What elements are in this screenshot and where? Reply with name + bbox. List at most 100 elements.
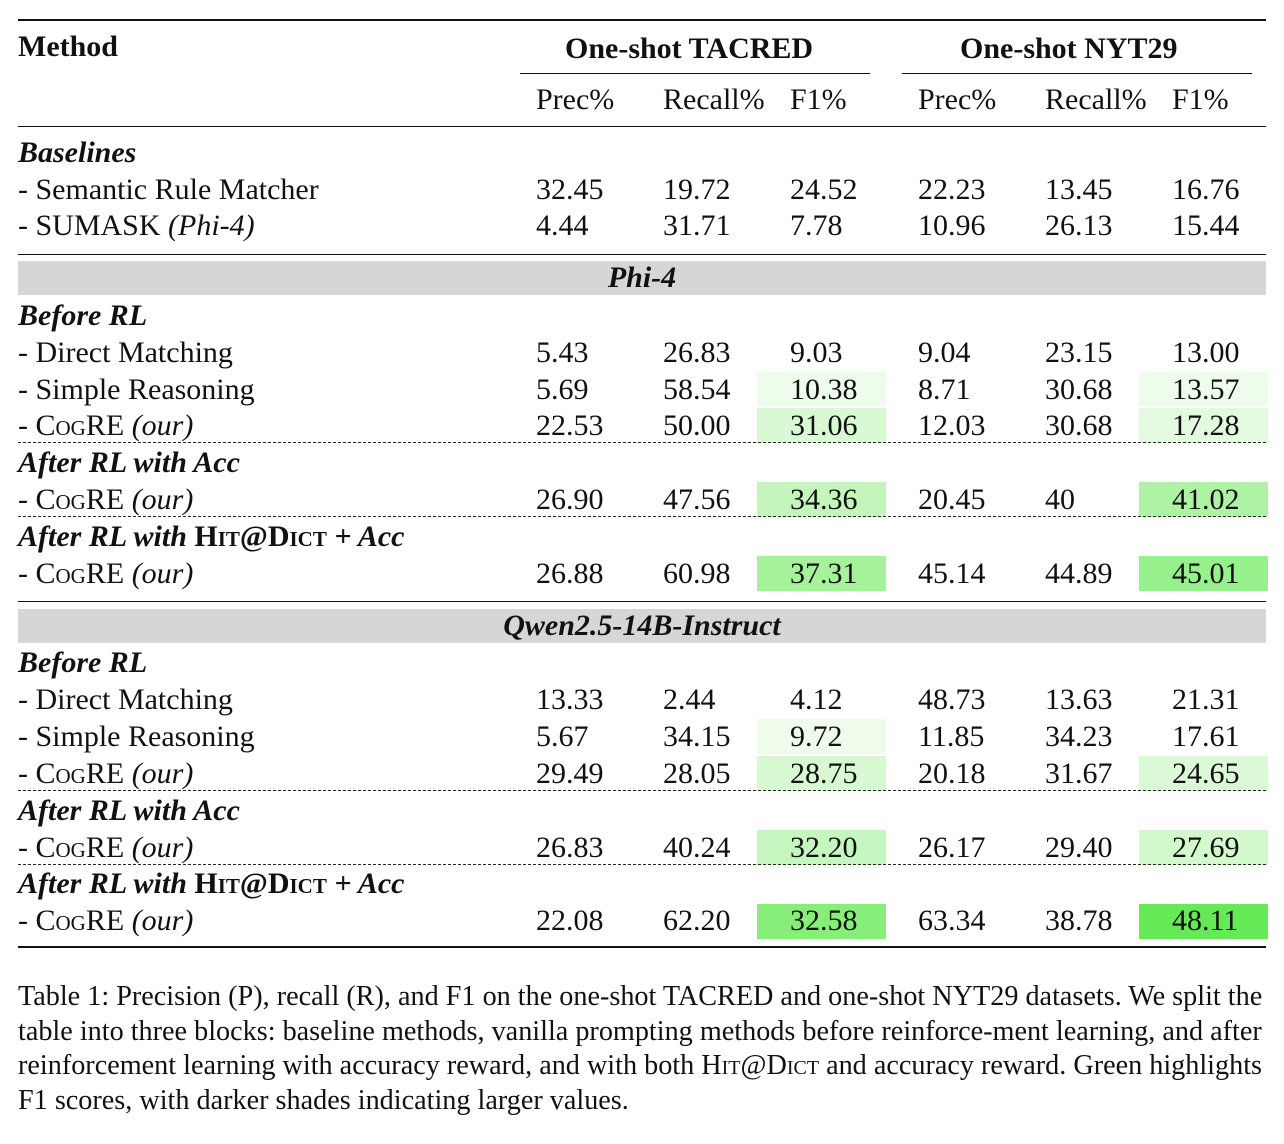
tacred-recall-cell: 19.72 — [663, 173, 731, 206]
row-label: - SUMASK (Phi-4) — [18, 208, 255, 244]
tacred-f1-cell: 34.36 — [790, 483, 858, 516]
f1-highlight — [757, 904, 886, 939]
tacred-prec-cell: 13.33 — [536, 683, 604, 716]
nyt-prec-cell: 63.34 — [918, 904, 986, 937]
phi4-after-rl-hit-title: After RL with Hit@Dict + Acc — [18, 519, 404, 555]
tacred-recall-cell: 31.71 — [663, 209, 731, 242]
nyt-f1-cell: 24.65 — [1172, 757, 1240, 790]
row-label-prefix: - — [18, 904, 36, 937]
tacred-recall-cell: 58.54 — [663, 373, 731, 406]
method-suffix: (our) — [131, 557, 194, 590]
f1-highlight — [757, 371, 886, 406]
tacred-f1-cell: 32.20 — [790, 831, 858, 864]
dashed-separator — [18, 516, 1266, 517]
method-suffix: (our) — [131, 831, 194, 864]
row-label: - CogRE (our) — [18, 830, 193, 866]
dashed-separator — [18, 442, 1266, 443]
nyt-prec-cell: 11.85 — [918, 720, 985, 753]
row-label-prefix: - — [18, 409, 36, 442]
caption-hit-dict: Hit@Dict — [701, 1050, 820, 1081]
method-name: CogRE — [35, 557, 125, 590]
tacred-f1-cell: 7.78 — [790, 209, 843, 242]
caption-text: and accuracy reward. Green highlights F1… — [18, 1050, 1263, 1116]
phi4-section-band — [18, 261, 1266, 295]
title-part: After RL with — [18, 520, 195, 553]
method-suffix: (our) — [131, 409, 194, 442]
nyt-recall-cell: 38.78 — [1045, 904, 1113, 937]
dashed-separator — [18, 790, 1266, 791]
nyt-f1-cell: 15.44 — [1172, 209, 1240, 242]
tacred-prec-cell: 26.90 — [536, 483, 604, 516]
nyt-recall-cell: 34.23 — [1045, 720, 1113, 753]
tacred-recall-cell: 2.44 — [663, 683, 716, 716]
tacred-recall-cell: 34.15 — [663, 720, 731, 753]
nyt-f1-cell: 13.57 — [1172, 373, 1240, 406]
tacred-prec-cell: 32.45 — [536, 173, 604, 206]
tacred-prec-cell: 29.49 — [536, 757, 604, 790]
tacred-prec-cell: 5.43 — [536, 336, 589, 369]
method-name: CogRE — [35, 483, 125, 516]
tacred-prec-cell: 26.83 — [536, 831, 604, 864]
nyt-prec-cell: 26.17 — [918, 831, 986, 864]
tacred-prec-cell: 5.67 — [536, 720, 589, 753]
nyt-group-header: One-shot NYT29 — [960, 32, 1178, 65]
method-name: CogRE — [35, 409, 125, 442]
method-name: CogRE — [35, 904, 125, 937]
row-label-prefix: - — [18, 557, 36, 590]
row-label-prefix: - — [18, 757, 36, 790]
nyt-prec-cell: 12.03 — [918, 409, 986, 442]
bottom-rule — [18, 946, 1266, 948]
row-label: - Semantic Rule Matcher — [18, 173, 319, 206]
table-caption: Table 1: Precision (P), recall (R), and … — [18, 980, 1280, 1118]
nyt-prec-cell: 45.14 — [918, 557, 986, 590]
tacred-f1-cell: 31.06 — [790, 409, 858, 442]
tacred-recall-cell: 50.00 — [663, 409, 731, 442]
f1-highlight — [1139, 482, 1268, 517]
nyt-recall-cell: 30.68 — [1045, 409, 1113, 442]
nyt-prec-cell: 10.96 — [918, 209, 986, 242]
tacred-prec-cell: 22.08 — [536, 904, 604, 937]
nyt-prec-cell: 48.73 — [918, 683, 986, 716]
nyt-f1-cell: 27.69 — [1172, 831, 1240, 864]
nyt-recall-cell: 40 — [1045, 483, 1075, 516]
tacred-f1-header: F1% — [790, 83, 847, 116]
qwen-section-title: Qwen2.5-14B-Instruct — [503, 609, 781, 642]
top-rule — [18, 19, 1266, 21]
nyt-cmidrule — [902, 73, 1252, 75]
phi4-section-title: Phi-4 — [607, 261, 677, 294]
tacred-recall-cell: 60.98 — [663, 557, 731, 590]
tacred-recall-cell: 62.20 — [663, 904, 731, 937]
tacred-recall-cell: 28.05 — [663, 757, 731, 790]
baselines-end-rule — [18, 254, 1266, 256]
method-name: CogRE — [35, 831, 125, 864]
nyt-recall-cell: 30.68 — [1045, 373, 1113, 406]
row-label: - Simple Reasoning — [18, 720, 255, 753]
nyt-recall-header: Recall% — [1045, 83, 1147, 116]
nyt-f1-cell: 13.00 — [1172, 336, 1240, 369]
f1-highlight — [1139, 556, 1268, 591]
method-header: Method — [18, 30, 118, 63]
hit-dict-name: Hit@Dict — [194, 520, 327, 553]
tacred-f1-cell: 28.75 — [790, 757, 858, 790]
tacred-prec-cell: 4.44 — [536, 209, 589, 242]
header-rule — [18, 126, 1266, 128]
phi4-before-rl-title: Before RL — [18, 299, 148, 332]
nyt-prec-cell: 20.18 — [918, 757, 986, 790]
qwen-after-rl-acc-title: After RL with Acc — [18, 794, 240, 827]
nyt-f1-cell: 21.31 — [1172, 683, 1240, 716]
f1-highlight — [757, 756, 886, 791]
tacred-f1-cell: 32.58 — [790, 904, 858, 937]
nyt-f1-cell: 17.61 — [1172, 720, 1240, 753]
method-suffix: (our) — [131, 904, 194, 937]
tacred-f1-cell: 37.31 — [790, 557, 858, 590]
nyt-prec-cell: 9.04 — [918, 336, 971, 369]
nyt-recall-cell: 44.89 — [1045, 557, 1113, 590]
nyt-recall-cell: 23.15 — [1045, 336, 1113, 369]
tacred-prec-header: Prec% — [536, 83, 615, 116]
tacred-recall-cell: 47.56 — [663, 483, 731, 516]
nyt-recall-cell: 13.45 — [1045, 173, 1113, 206]
qwen-section-band — [18, 609, 1266, 643]
f1-highlight — [1139, 830, 1268, 865]
dashed-separator — [18, 864, 1266, 865]
tacred-f1-cell: 4.12 — [790, 683, 843, 716]
